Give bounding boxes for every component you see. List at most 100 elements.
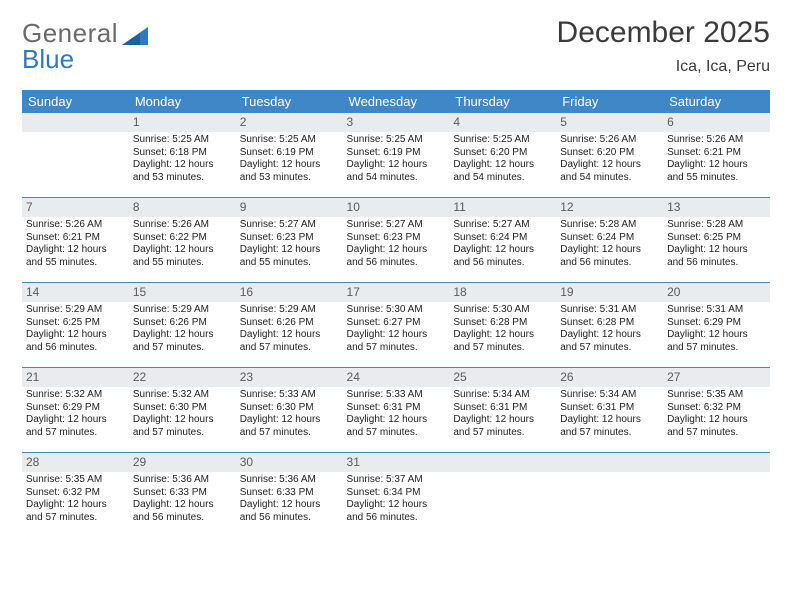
day-details: Sunrise: 5:33 AMSunset: 6:31 PMDaylight:… (347, 389, 446, 439)
day-number: 20 (663, 283, 770, 302)
daylight-text: Daylight: 12 hours and 55 minutes. (667, 159, 766, 184)
day-details: Sunrise: 5:32 AMSunset: 6:30 PMDaylight:… (133, 389, 232, 439)
day-cell: 24Sunrise: 5:33 AMSunset: 6:31 PMDayligh… (343, 368, 450, 453)
day-cell: 4 Sunrise: 5:25 AMSunset: 6:20 PMDaylight… (449, 113, 556, 198)
day-number: 13 (663, 198, 770, 217)
sunset-text: Sunset: 6:24 PM (453, 232, 552, 245)
day-number: 25 (449, 368, 556, 387)
daylight-text: Daylight: 12 hours and 57 minutes. (240, 329, 339, 354)
sunrise-text: Sunrise: 5:25 AM (347, 134, 446, 147)
day-cell: 10Sunrise: 5:27 AMSunset: 6:23 PMDayligh… (343, 198, 450, 283)
sunset-text: Sunset: 6:28 PM (453, 317, 552, 330)
sunset-text: Sunset: 6:23 PM (240, 232, 339, 245)
day-cell: 31Sunrise: 5:37 AMSunset: 6:34 PMDayligh… (343, 453, 450, 538)
sunrise-text: Sunrise: 5:28 AM (560, 219, 659, 232)
day-number: 2 (236, 113, 343, 132)
day-cell: 16 Sunrise: 5:29 AMSunset: 6:26 PMDayligh… (236, 283, 343, 368)
daylight-text: Daylight: 12 hours and 56 minutes. (347, 499, 446, 524)
day-details: Sunrise: 5:26 AMSunset: 6:20 PMDaylight:… (560, 134, 659, 184)
day-cell: 27 Sunrise: 5:35 AMSunset: 6:32 PMDayligh… (663, 368, 770, 453)
day-number: 3 (343, 113, 450, 132)
day-number: 1 (129, 113, 236, 132)
day-number: 17 (343, 283, 450, 302)
day-cell: 3Sunrise: 5:25 AMSunset: 6:19 PMDaylight… (343, 113, 450, 198)
day-number: 15 (129, 283, 236, 302)
day-number: 22 (129, 368, 236, 387)
day-cell (663, 453, 770, 538)
sunset-text: Sunset: 6:28 PM (560, 317, 659, 330)
sunrise-text: Sunrise: 5:29 AM (26, 304, 125, 317)
day-details: Sunrise: 5:25 AMSunset: 6:18 PMDaylight:… (133, 134, 232, 184)
sunrise-text: Sunrise: 5:31 AM (667, 304, 766, 317)
day-number (449, 453, 556, 472)
sunrise-text: Sunrise: 5:35 AM (26, 474, 125, 487)
sunrise-text: Sunrise: 5:37 AM (347, 474, 446, 487)
weekday-fri: Friday (556, 90, 663, 113)
daylight-text: Daylight: 12 hours and 56 minutes. (560, 244, 659, 269)
sunset-text: Sunset: 6:30 PM (240, 402, 339, 415)
sunrise-text: Sunrise: 5:32 AM (26, 389, 125, 402)
daylight-text: Daylight: 12 hours and 57 minutes. (667, 414, 766, 439)
daylight-text: Daylight: 12 hours and 57 minutes. (26, 499, 125, 524)
day-cell: 22 Sunrise: 5:32 AMSunset: 6:30 PMDayligh… (129, 368, 236, 453)
day-cell: 11Sunrise: 5:27 AMSunset: 6:24 PMDayligh… (449, 198, 556, 283)
brand-part2: Blue (22, 44, 74, 75)
sunrise-text: Sunrise: 5:26 AM (560, 134, 659, 147)
day-details: Sunrise: 5:35 AMSunset: 6:32 PMDaylight:… (667, 389, 766, 439)
calendar-table: Sunday Monday Tuesday Wednesday Thursday… (22, 90, 770, 537)
day-cell: 19Sunrise: 5:31 AMSunset: 6:28 PMDayligh… (556, 283, 663, 368)
weekday-thu: Thursday (449, 90, 556, 113)
day-details: Sunrise: 5:25 AMSunset: 6:20 PMDaylight:… (453, 134, 552, 184)
sunrise-text: Sunrise: 5:36 AM (133, 474, 232, 487)
daylight-text: Daylight: 12 hours and 57 minutes. (347, 329, 446, 354)
location: Ica, Ica, Peru (557, 58, 770, 76)
day-number: 8 (129, 198, 236, 217)
daylight-text: Daylight: 12 hours and 57 minutes. (453, 414, 552, 439)
daylight-text: Daylight: 12 hours and 55 minutes. (26, 244, 125, 269)
day-cell: 1 Sunrise: 5:25 AMSunset: 6:18 PMDaylight… (129, 113, 236, 198)
sunrise-text: Sunrise: 5:33 AM (240, 389, 339, 402)
sunrise-text: Sunrise: 5:30 AM (347, 304, 446, 317)
sunrise-text: Sunrise: 5:31 AM (560, 304, 659, 317)
day-details: Sunrise: 5:27 AMSunset: 6:23 PMDaylight:… (240, 219, 339, 269)
sunset-text: Sunset: 6:33 PM (133, 487, 232, 500)
sunset-text: Sunset: 6:32 PM (26, 487, 125, 500)
day-number: 23 (236, 368, 343, 387)
day-number: 9 (236, 198, 343, 217)
day-details: Sunrise: 5:32 AMSunset: 6:29 PMDaylight:… (26, 389, 125, 439)
day-number: 27 (663, 368, 770, 387)
day-number (22, 113, 129, 132)
sunrise-text: Sunrise: 5:32 AM (133, 389, 232, 402)
day-cell: 12Sunrise: 5:28 AMSunset: 6:24 PMDayligh… (556, 198, 663, 283)
sunrise-text: Sunrise: 5:29 AM (240, 304, 339, 317)
sunset-text: Sunset: 6:21 PM (667, 147, 766, 160)
day-details: Sunrise: 5:30 AMSunset: 6:28 PMDaylight:… (453, 304, 552, 354)
day-number: 4 (449, 113, 556, 132)
day-number: 16 (236, 283, 343, 302)
day-cell (556, 453, 663, 538)
daylight-text: Daylight: 12 hours and 53 minutes. (133, 159, 232, 184)
day-cell: 7Sunrise: 5:26 AMSunset: 6:21 PMDaylight… (22, 198, 129, 283)
day-number: 21 (22, 368, 129, 387)
day-details: Sunrise: 5:37 AMSunset: 6:34 PMDaylight:… (347, 474, 446, 524)
week-row: 1 Sunrise: 5:25 AMSunset: 6:18 PMDaylight… (22, 113, 770, 198)
day-cell: 21 Sunrise: 5:32 AMSunset: 6:29 PMDayligh… (22, 368, 129, 453)
daylight-text: Daylight: 12 hours and 57 minutes. (560, 329, 659, 354)
daylight-text: Daylight: 12 hours and 54 minutes. (453, 159, 552, 184)
daylight-text: Daylight: 12 hours and 56 minutes. (240, 499, 339, 524)
day-details: Sunrise: 5:29 AMSunset: 6:26 PMDaylight:… (240, 304, 339, 354)
day-details: Sunrise: 5:26 AMSunset: 6:22 PMDaylight:… (133, 219, 232, 269)
sunrise-text: Sunrise: 5:35 AM (667, 389, 766, 402)
daylight-text: Daylight: 12 hours and 56 minutes. (453, 244, 552, 269)
week-row: 28Sunrise: 5:35 AMSunset: 6:32 PMDayligh… (22, 453, 770, 538)
sunrise-text: Sunrise: 5:25 AM (133, 134, 232, 147)
day-cell: 28Sunrise: 5:35 AMSunset: 6:32 PMDayligh… (22, 453, 129, 538)
sunset-text: Sunset: 6:26 PM (240, 317, 339, 330)
day-cell: 14Sunrise: 5:29 AMSunset: 6:25 PMDayligh… (22, 283, 129, 368)
day-cell: 23Sunrise: 5:33 AMSunset: 6:30 PMDayligh… (236, 368, 343, 453)
calendar-page: General December 2025 Ica, Ica, Peru Blu… (0, 0, 792, 612)
daylight-text: Daylight: 12 hours and 56 minutes. (347, 244, 446, 269)
daylight-text: Daylight: 12 hours and 56 minutes. (26, 329, 125, 354)
sunrise-text: Sunrise: 5:36 AM (240, 474, 339, 487)
day-number: 26 (556, 368, 663, 387)
